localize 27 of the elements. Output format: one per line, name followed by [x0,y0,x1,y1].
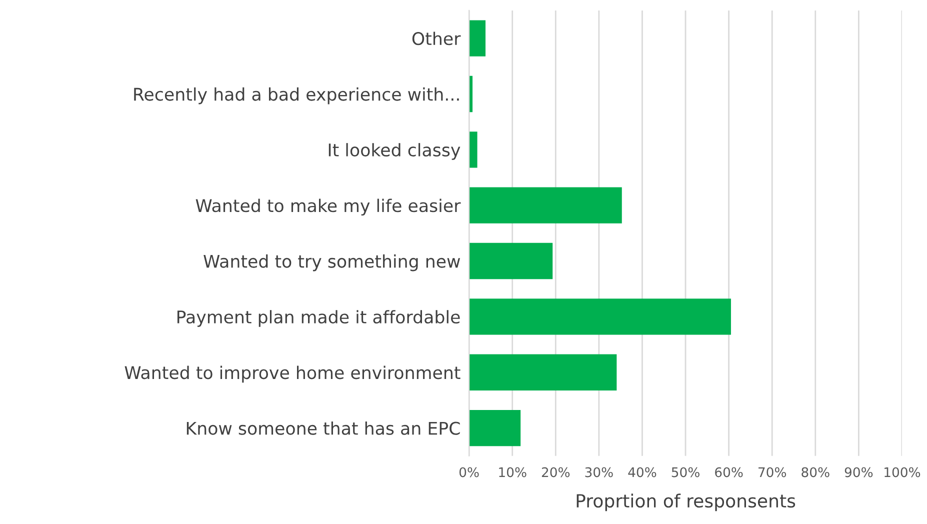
y-tick-label: Wanted to make my life easier [196,198,461,216]
x-tick-label: 40% [628,467,656,478]
x-tick-label: 60% [715,467,743,478]
x-tick-label: 30% [585,467,613,478]
bar [469,410,521,446]
y-tick-label: Wanted to try something new [204,254,460,272]
x-tick-label: 50% [672,467,700,478]
y-tick-label: Other [412,32,461,46]
x-tick-label: 20% [542,467,570,478]
x-tick-label: 100% [884,467,920,478]
x-axis-title: Proprtion of responsents [576,494,796,512]
x-tick-label: 70% [758,467,786,478]
y-tick-label: Wanted to improve home environment [124,366,460,383]
bar [469,20,486,56]
y-tick-label: Payment plan made it affordable [177,310,460,327]
y-tick-label: Know someone that has an EPC [186,421,460,435]
bar [469,242,553,280]
x-tick-label: 90% [844,467,873,478]
x-tick-label: 0% [459,467,479,478]
y-tick-label: It looked classy [328,143,460,160]
bar [469,354,617,390]
bar [469,298,731,335]
x-tick-label: 80% [802,467,830,478]
y-tick-label: Recently had a bad experience with... [134,87,459,104]
bar [469,187,622,224]
bar [469,132,478,168]
x-tick-label: 10% [499,467,526,478]
